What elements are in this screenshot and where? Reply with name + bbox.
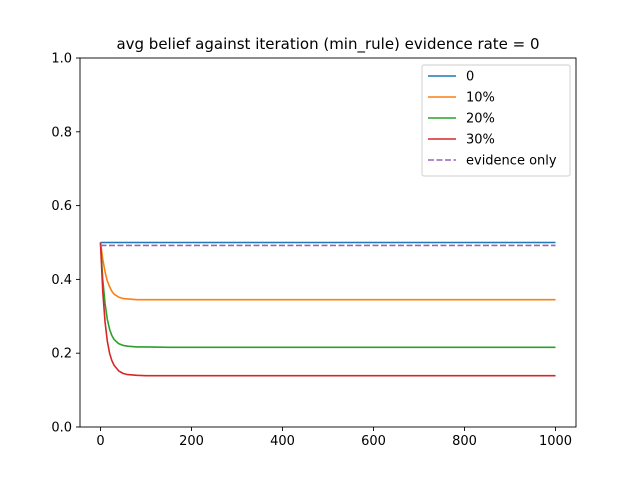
y-tick-label: 0.4 xyxy=(51,273,72,288)
series-line-1 xyxy=(99,242,556,301)
plot-area: 0 200 400 600 800 1000 0.0 0.2 0.4 0.6 0.8 1.0 xyxy=(51,52,577,449)
axes-frame xyxy=(79,57,577,428)
y-tick-label: 0.0 xyxy=(51,421,72,436)
y-tick-label: 0.2 xyxy=(51,347,72,362)
x-tick-label: 200 xyxy=(179,434,204,449)
legend-label-1: 10% xyxy=(466,91,495,106)
x-tick-label: 800 xyxy=(452,434,477,449)
x-tick-label: 400 xyxy=(270,434,295,449)
x-tick-label: 600 xyxy=(361,434,386,449)
chart-title: avg belief against iteration (min_rule) … xyxy=(116,35,539,54)
legend: 0 10% 20% 30% evidence only xyxy=(421,64,571,177)
series-line-2 xyxy=(99,242,556,349)
x-tick-label: 0 xyxy=(96,434,104,449)
legend-label-0: 0 xyxy=(466,70,474,85)
x-tick-label: 1000 xyxy=(539,434,572,449)
y-tick-label: 0.6 xyxy=(51,199,72,214)
legend-label-4: evidence only xyxy=(466,154,557,169)
series-line-3 xyxy=(99,242,556,377)
legend-label-2: 20% xyxy=(466,112,495,127)
legend-box xyxy=(421,64,571,177)
legend-label-3: 30% xyxy=(466,133,495,148)
y-tick-label: 0.8 xyxy=(51,125,72,140)
y-tick-label: 1.0 xyxy=(51,52,72,67)
